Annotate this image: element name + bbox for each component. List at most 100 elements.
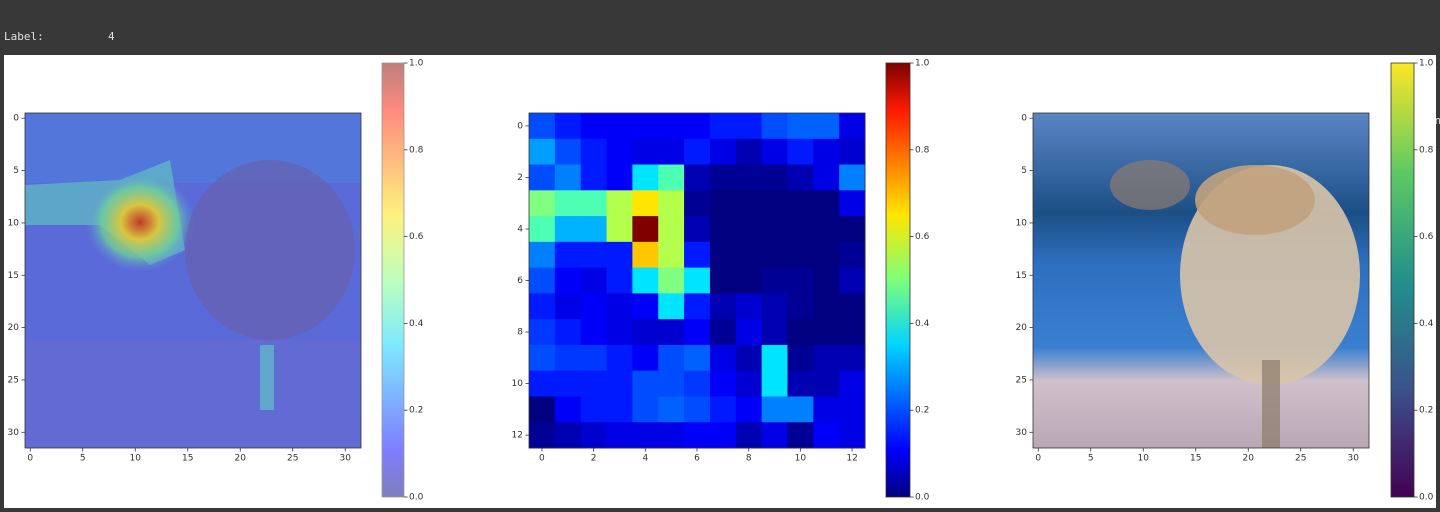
heatmap-cell: [606, 113, 633, 140]
heatmap-cell: [709, 396, 737, 423]
y-tick-label: 0: [517, 121, 523, 131]
heatmap-cell: [761, 241, 788, 269]
heatmap-cell: [658, 293, 685, 320]
heatmap-cell: [684, 267, 711, 294]
heatmap-cell: [632, 293, 659, 320]
heatmap-cell: [839, 293, 866, 320]
heatmap-cell: [735, 293, 763, 320]
heatmap-cell: [658, 370, 685, 397]
colorbar-tick-label: 0.0: [915, 493, 930, 503]
heatmap-cell: [658, 216, 685, 243]
heatmap-cell: [632, 113, 659, 140]
y-tick-label: 0: [13, 114, 19, 124]
colorbar-tick-label: 1.0: [409, 59, 424, 69]
heatmap-cell: [813, 319, 840, 346]
image-region: [85, 172, 195, 272]
heatmap-cell: [709, 370, 737, 397]
heatmap-cell: [606, 216, 633, 243]
heatmap-cell: [761, 293, 788, 320]
image-region: [1262, 360, 1280, 448]
x-tick-label: 15: [1190, 454, 1201, 464]
heatmap-cell: [554, 190, 582, 217]
heatmap-cell: [658, 241, 685, 269]
output-label: Label:: [4, 30, 44, 43]
heatmap-cell: [529, 370, 556, 397]
heatmap-cell: [709, 319, 737, 346]
y-tick-label: 0: [1021, 114, 1027, 124]
x-tick-label: 10: [1138, 454, 1150, 464]
heatmap-cell: [839, 396, 866, 423]
heatmap-cell: [839, 190, 866, 217]
heatmap-cell: [813, 190, 840, 217]
heatmap-cell: [761, 164, 788, 191]
heatmap-cell: [839, 319, 866, 346]
x-tick-label: 30: [340, 454, 352, 464]
heatmap-cell: [813, 396, 840, 423]
heatmap-cell: [684, 113, 711, 140]
heatmap-cell: [529, 319, 556, 346]
heatmap-cell: [761, 267, 788, 294]
heatmap-cell: [632, 138, 659, 166]
heatmap-cell: [606, 370, 633, 397]
image-region: [25, 340, 361, 448]
heatmap-cell: [529, 138, 556, 166]
heatmap-cell: [632, 422, 659, 449]
colorbar: [381, 62, 405, 498]
heatmap-cell: [735, 241, 763, 269]
heatmap-cell: [787, 422, 814, 449]
heatmap-cell: [606, 164, 633, 191]
x-tick-label: 20: [1243, 454, 1255, 464]
heatmap-cell: [684, 370, 711, 397]
heatmap-cell: [735, 344, 763, 372]
heatmap-cell: [787, 370, 814, 397]
x-tick-label: 20: [235, 454, 247, 464]
heatmap-cell: [709, 293, 737, 320]
heatmap-cell: [554, 319, 582, 346]
heatmap-cell: [554, 344, 582, 372]
x-tick-label: 15: [182, 454, 193, 464]
heatmap-cell: [658, 422, 685, 449]
y-tick-label: 8: [517, 328, 523, 338]
heatmap-cell: [761, 370, 788, 397]
image-region: [1195, 165, 1315, 235]
colorbar-tick-label: 0.4: [915, 319, 930, 329]
heatmap-cell: [580, 344, 608, 372]
x-tick-label: 0: [27, 454, 33, 464]
heatmap-cell: [580, 113, 608, 140]
images: [25, 113, 1369, 448]
heatmap-cell: [554, 138, 582, 166]
heatmap-cell: [529, 422, 556, 449]
heatmap-cell: [529, 113, 556, 140]
heatmap-cell: [632, 267, 659, 294]
heatmap-cell: [580, 396, 608, 423]
y-tick-label: 6: [517, 276, 523, 286]
heatmap-cell: [632, 190, 659, 217]
heatmap-cell: [735, 164, 763, 191]
colorbar-tick-label: 0.4: [1419, 319, 1434, 329]
heatmap-cell: [684, 422, 711, 449]
heatmap-cell: [554, 293, 582, 320]
colorbar-tick-label: 0.2: [1419, 406, 1433, 416]
x-tick-label: 25: [1295, 454, 1306, 464]
heatmap-cell: [735, 113, 763, 140]
heatmap-cell: [554, 267, 582, 294]
y-tick-label: 2: [517, 173, 523, 183]
heatmap-cell: [606, 241, 633, 269]
heatmap-cell: [580, 267, 608, 294]
axes-frame: [24, 112, 362, 449]
y-tick-label: 15: [8, 271, 19, 281]
y-tick-label: 10: [512, 379, 524, 389]
heatmap-cell: [606, 138, 633, 166]
y-tick-label: 12: [512, 431, 523, 441]
heatmap-cell: [554, 396, 582, 423]
heatmap-cell: [787, 113, 814, 140]
heatmap-cell: [735, 267, 763, 294]
heatmap-cell: [580, 370, 608, 397]
heatmap-cell: [554, 164, 582, 191]
heatmap-cell: [735, 422, 763, 449]
heatmap-cell: [580, 138, 608, 166]
colorbar-tick-label: 0.2: [915, 406, 929, 416]
heatmap-cell: [709, 164, 737, 191]
colorbar-tick-label: 0.8: [1419, 145, 1434, 155]
heatmap-cell: [632, 241, 659, 269]
